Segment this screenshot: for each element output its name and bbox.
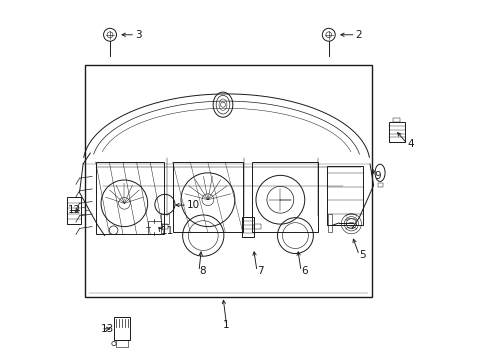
Bar [85,65,371,297]
Bar [172,162,242,232]
Text: 11: 11 [161,226,174,236]
Bar [326,166,362,225]
Text: 9: 9 [373,171,380,181]
Bar [162,224,167,229]
Bar [251,162,317,232]
Text: 8: 8 [199,266,205,276]
Text: 1: 1 [223,320,229,330]
Bar [160,214,169,224]
Bar [242,217,253,237]
Text: 12: 12 [67,206,81,216]
Bar [116,340,127,347]
Bar [388,122,404,141]
Bar [81,207,85,214]
Text: 6: 6 [301,266,307,276]
Text: 5: 5 [359,250,365,260]
Bar [327,214,332,231]
Bar [147,221,160,234]
Text: 7: 7 [257,266,263,276]
Text: 4: 4 [407,139,413,149]
Text: 13: 13 [101,324,114,334]
Text: 3: 3 [135,30,142,40]
Bar [96,162,163,234]
Bar [377,183,382,187]
Bar [114,318,130,340]
Bar [392,118,400,122]
Bar [66,197,81,224]
Text: 2: 2 [355,30,362,40]
Bar [253,225,261,229]
Text: 10: 10 [187,200,200,210]
